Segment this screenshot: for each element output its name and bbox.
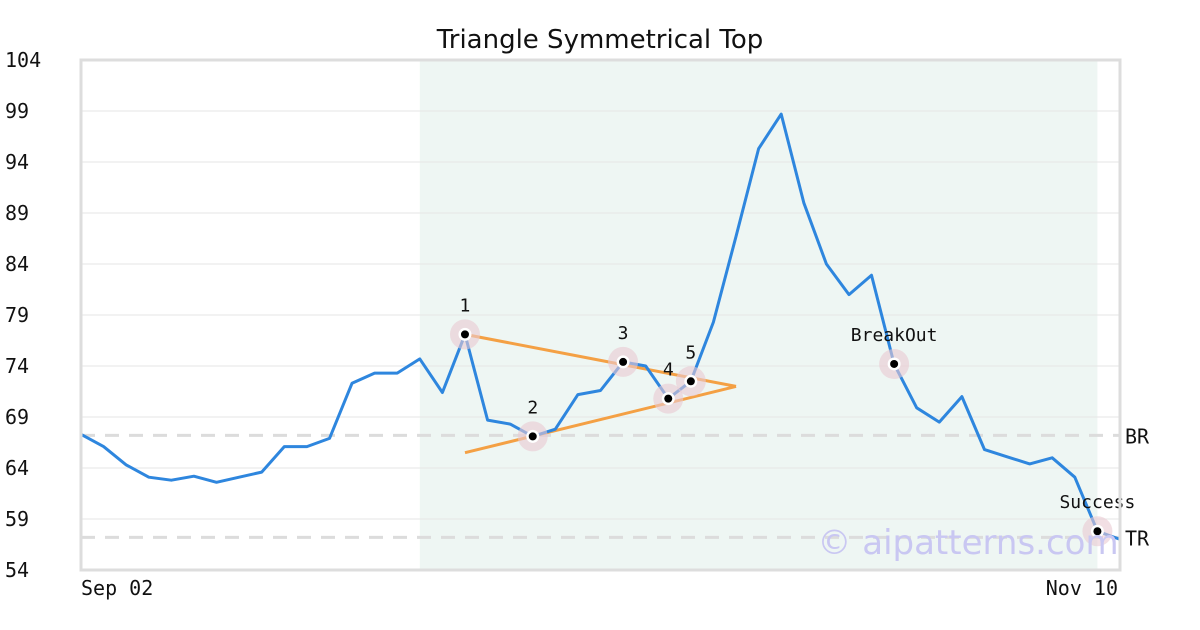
point-label: 2	[527, 397, 538, 418]
point-2: 2	[517, 397, 548, 452]
y-tick-label: 59	[5, 507, 29, 531]
y-tick-label: 74	[5, 354, 29, 378]
y-tick-label: 89	[5, 201, 29, 225]
point-3: 3	[608, 323, 639, 377]
point-label: 5	[685, 342, 696, 363]
reference-label-br: BR	[1125, 424, 1150, 448]
point-success: Success	[1059, 492, 1135, 547]
y-tick-labels: 104 99 94 89 84 79 74 69 64 59 54	[5, 48, 41, 582]
y-tick-label: 54	[5, 558, 29, 582]
point-4: 4	[653, 360, 684, 414]
y-tick-label: 69	[5, 405, 29, 429]
y-tick-label: 99	[5, 99, 29, 123]
point-dot	[460, 330, 469, 339]
point-label: 1	[460, 295, 471, 316]
point-label: 4	[663, 360, 674, 381]
point-label: 3	[618, 323, 629, 344]
point-dot	[664, 394, 673, 403]
chart-title: Triangle Symmetrical Top	[436, 25, 764, 55]
point-dot	[528, 432, 537, 441]
y-tick-label: 94	[5, 150, 29, 174]
point-dot	[890, 359, 899, 368]
x-tick-label: Sep 02	[81, 576, 153, 600]
x-tick-label: Nov 10	[1046, 576, 1118, 600]
point-label: Success	[1059, 492, 1135, 513]
point-dot	[686, 377, 695, 386]
y-tick-label: 104	[5, 48, 41, 72]
point-label: BreakOut	[851, 325, 938, 346]
point-1: 1	[449, 295, 480, 350]
point-dot	[1093, 527, 1102, 536]
series-layer	[80, 112, 1121, 541]
reference-label-tr: TR	[1125, 526, 1150, 550]
point-dot	[619, 357, 628, 366]
point-breakout: BreakOut	[851, 325, 938, 379]
y-tick-label: 84	[5, 252, 29, 276]
plot-frame	[79, 58, 1122, 572]
y-tick-label: 79	[5, 303, 29, 327]
point-5: 5	[675, 342, 706, 397]
triangle-lower-line	[464, 384, 737, 455]
price-line	[80, 112, 1121, 541]
x-tick-labels: Sep 02 Nov 10	[81, 576, 1118, 600]
reference-line-labels: BR TR	[1125, 424, 1150, 550]
watermark: © aipatterns.com	[817, 523, 1118, 563]
points-layer: 1 2 3 45 BreakOut Success	[449, 295, 1135, 547]
y-tick-label: 64	[5, 456, 29, 480]
reference-lines-layer	[81, 433, 1120, 539]
